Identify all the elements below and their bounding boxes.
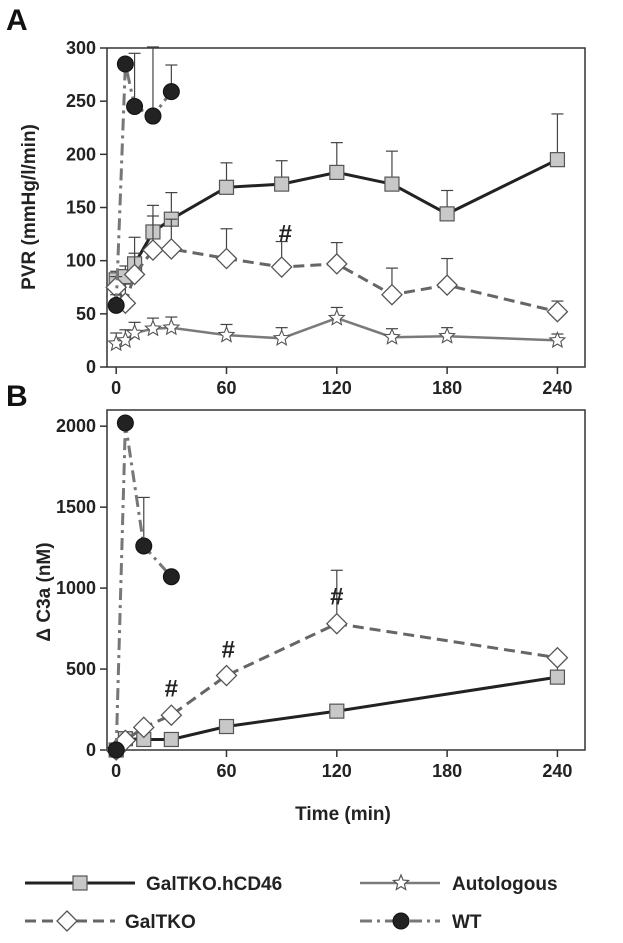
- data-point-square: [218, 718, 235, 735]
- panel-a-y-tick-label: 150: [66, 198, 96, 218]
- data-point-circle: [162, 568, 180, 586]
- legend-label-galtko-hcd46: GalTKO.hCD46: [146, 874, 282, 895]
- significance-mark: #: [222, 637, 235, 664]
- data-point-square: [549, 152, 566, 168]
- data-point-diamond: [325, 612, 348, 635]
- panel-b-x-tick-label: 120: [322, 761, 352, 781]
- legend-item-autologous: Autologous: [360, 873, 558, 895]
- panel-a-x-tick-label: 0: [111, 378, 121, 398]
- data-point-diamond: [215, 247, 238, 270]
- panel-b-x-tick-label: 60: [216, 761, 236, 781]
- panel-a-y-tick-label: 200: [66, 144, 96, 164]
- data-point-star: [217, 325, 236, 343]
- panel-b-letter: B: [6, 380, 28, 413]
- data-point-diamond: [160, 704, 183, 727]
- panel-a-y-tick-label: 250: [66, 91, 96, 111]
- data-point-star: [438, 326, 457, 344]
- panel-a-x-tick-label: 180: [432, 378, 462, 398]
- data-point-circle: [144, 107, 162, 125]
- panel-b-y-tick-label: 1500: [56, 497, 96, 517]
- panel-b-x-tick-label: 0: [111, 761, 121, 781]
- data-point-circle: [116, 55, 134, 73]
- data-point-star: [327, 308, 346, 326]
- data-point-diamond: [132, 716, 155, 739]
- panel-b-x-axis-title: Time (min): [295, 804, 391, 825]
- data-point-circle: [126, 97, 144, 115]
- panel-a-y-tick-label: 50: [76, 304, 96, 324]
- panel-b-y-tick-label: 500: [66, 659, 96, 679]
- data-point-square: [329, 164, 345, 181]
- data-point-square: [163, 731, 179, 748]
- data-point-diamond: [270, 256, 293, 278]
- data-point-circle: [162, 83, 180, 101]
- legend-item-galtko-hcd46: GalTKO.hCD46: [25, 874, 282, 895]
- panel-a-series-wt: [107, 46, 180, 314]
- significance-mark: #: [165, 676, 178, 703]
- data-point-diamond: [142, 239, 164, 261]
- panel-b-y-tick-label: 2000: [56, 416, 96, 436]
- panel-a-y-tick-label: 0: [86, 357, 96, 377]
- legend-marker-star: [391, 873, 411, 891]
- panel-a-y-tick-label: 300: [66, 38, 96, 58]
- data-point-star: [162, 318, 181, 336]
- data-point-star: [548, 330, 567, 349]
- data-point-diamond: [123, 263, 146, 286]
- panel-b-series-galtko-hcd46: [108, 655, 566, 758]
- data-point-star: [272, 328, 291, 346]
- panel-a-series-autologous: [107, 306, 567, 352]
- data-point-circle: [116, 414, 134, 432]
- legend-item-galtko: GalTKO: [25, 910, 196, 933]
- legend-marker-square: [72, 875, 88, 891]
- panel-a-x-tick-label: 240: [542, 378, 572, 398]
- panel-a: A PVR (mmHg/l/min) 0 50 100 150 200 250 300 0 60…: [6, 4, 586, 398]
- data-point-circle: [107, 741, 125, 759]
- panel-a-letter: A: [6, 4, 28, 37]
- legend-label-wt: WT: [452, 912, 482, 933]
- data-point-diamond: [325, 252, 348, 275]
- panel-b-y-axis-title: Δ C3a (nM): [34, 542, 55, 641]
- series-line: [114, 422, 173, 751]
- data-point-diamond: [546, 300, 569, 323]
- data-point-star: [383, 327, 401, 345]
- data-point-diamond: [160, 238, 183, 260]
- data-point-diamond: [436, 274, 459, 297]
- data-point-square: [329, 703, 345, 719]
- legend-label-galtko: GalTKO: [125, 912, 196, 933]
- legend-marker-diamond: [56, 910, 78, 932]
- data-point-square: [549, 669, 566, 685]
- data-point-diamond: [381, 283, 403, 306]
- panel-b-x-tick-label: 180: [432, 761, 462, 781]
- data-point-diamond: [546, 646, 569, 669]
- panel-b: B Δ C3a (nM) Time (min) 0 500 1000 1500 2000…: [6, 380, 586, 825]
- panel-b-y-tick-label: 1000: [56, 578, 96, 598]
- data-point-square: [384, 176, 400, 192]
- legend: GalTKO.hCD46 Autologous GalTKO WT: [25, 873, 558, 933]
- legend-marker-circle: [392, 912, 410, 930]
- data-point-star: [144, 319, 162, 337]
- significance-mark: #: [279, 221, 292, 248]
- panel-a-x-tick-label: 60: [216, 378, 236, 398]
- data-point-diamond: [215, 664, 238, 687]
- panel-b-x-tick-label: 240: [542, 761, 572, 781]
- panel-a-x-tick-label: 120: [322, 378, 352, 398]
- data-point-circle: [135, 537, 153, 555]
- legend-label-autologous: Autologous: [452, 874, 558, 895]
- panel-b-plot-frame: [106, 409, 586, 751]
- data-point-square: [218, 179, 235, 195]
- data-point-circle: [107, 296, 125, 314]
- panel-a-y-axis-title: PVR (mmHg/l/min): [19, 124, 40, 290]
- panel-b-series-wt: [107, 414, 180, 759]
- panel-a-y-tick-label: 100: [66, 251, 96, 271]
- data-point-square: [274, 176, 290, 192]
- panel-b-y-tick-label: 0: [86, 740, 96, 760]
- significance-mark: #: [330, 583, 343, 610]
- data-point-star: [125, 323, 144, 341]
- panel-a-series-galtko: [105, 215, 569, 323]
- legend-item-wt: WT: [360, 912, 482, 933]
- panel-b-series-galtko: [105, 569, 569, 761]
- data-point-square: [439, 206, 455, 222]
